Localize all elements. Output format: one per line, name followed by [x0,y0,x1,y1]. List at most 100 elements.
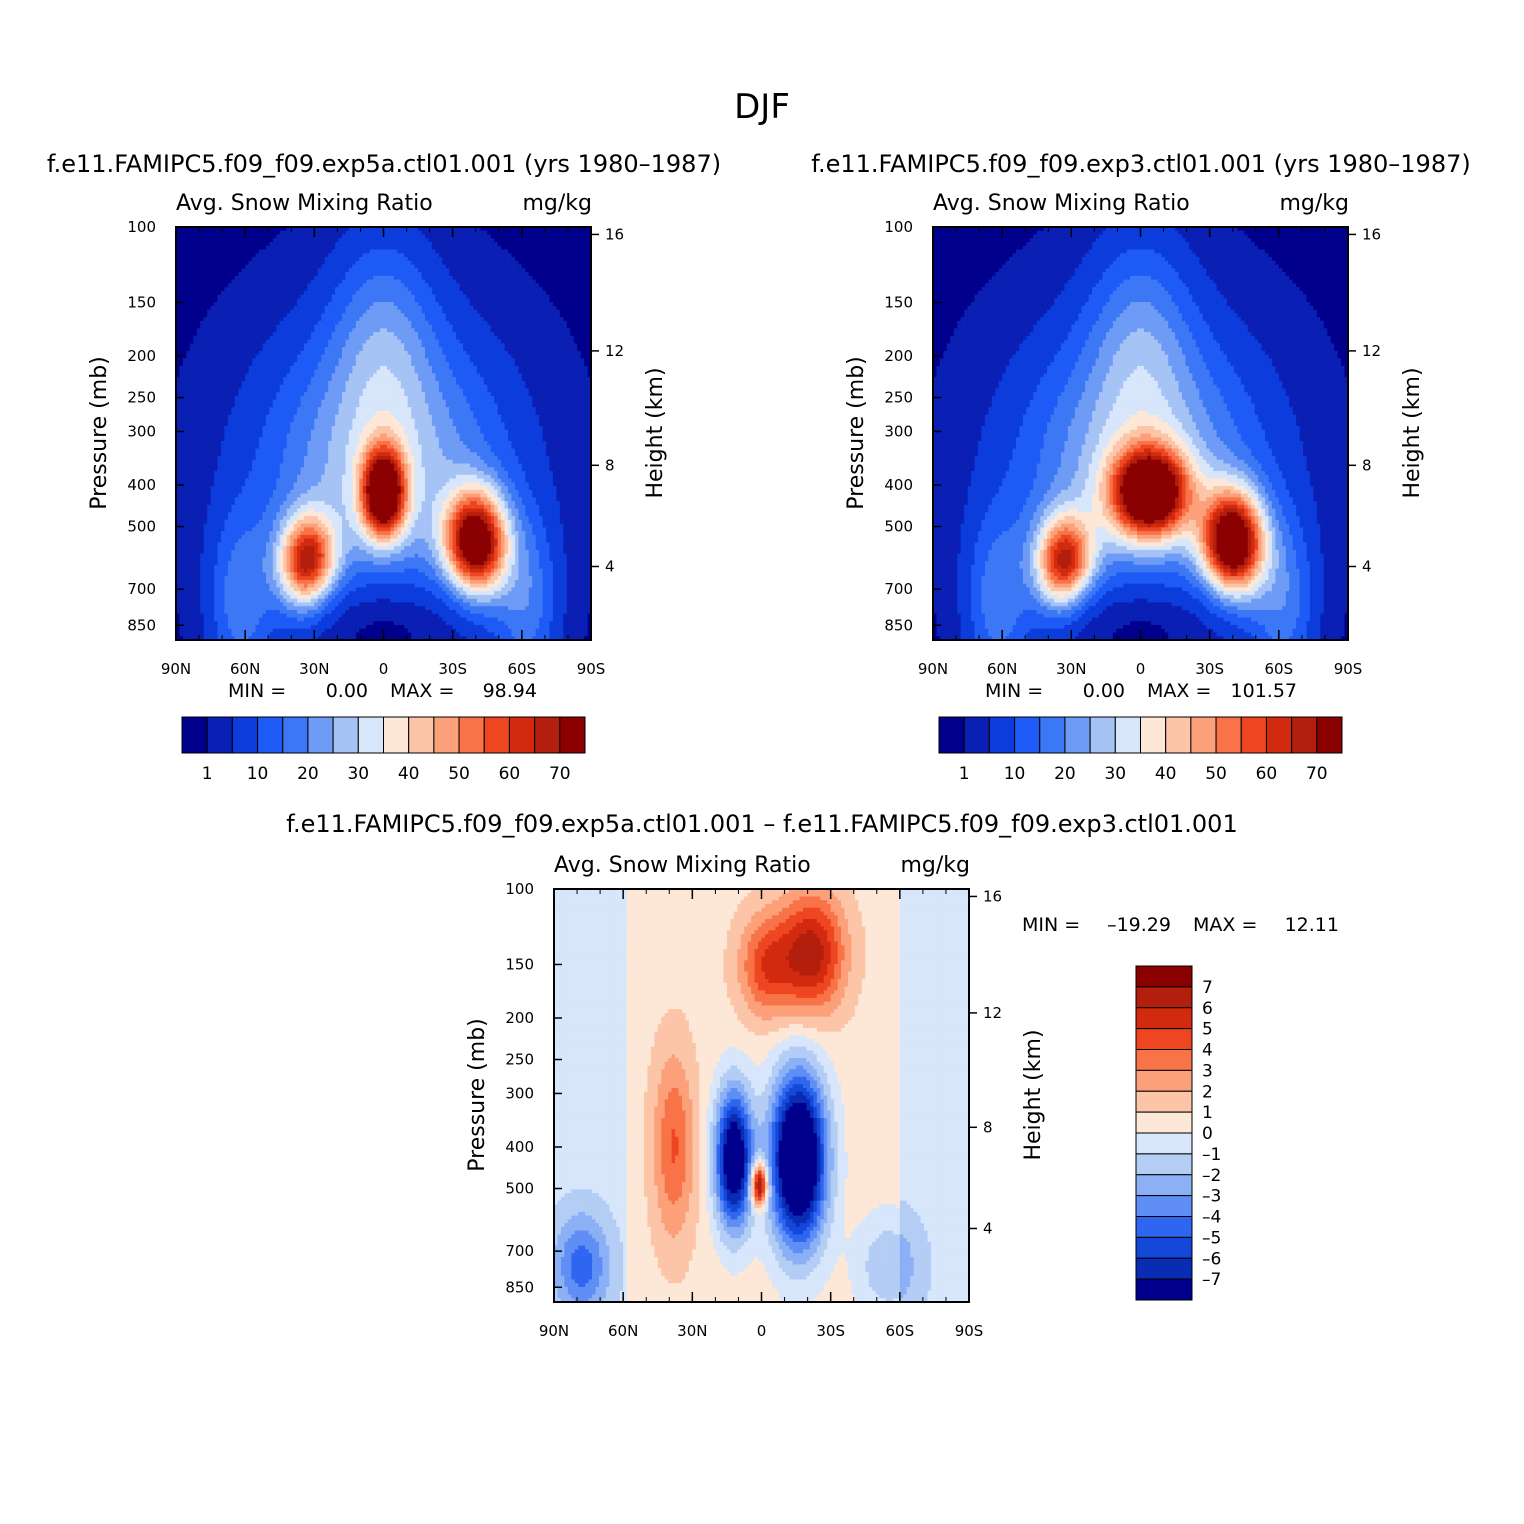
field-cell [494,310,498,314]
field-cell [491,253,495,257]
field-cell [221,362,225,366]
field-cell [460,370,464,374]
field-cell [335,302,339,306]
field-cell [442,231,446,235]
field-cell [511,261,515,265]
field-cell [390,347,394,351]
field-cell [543,373,547,377]
field-cell [411,261,415,265]
field-cell [422,302,426,306]
field-cell [380,373,384,377]
field-cell [574,355,578,359]
field-cell [283,272,287,276]
field-cell [231,340,235,344]
field-cell [546,280,550,284]
field-cell [262,362,266,366]
field-cell [193,336,197,340]
field-cell [532,268,536,272]
field-cell [245,238,249,242]
field-cell [384,366,388,370]
field-cell [224,250,228,254]
field-cell [214,332,218,336]
field-cell [345,283,349,287]
field-cell [259,280,263,284]
field-cell [494,257,498,261]
field-cell [470,306,474,310]
field-cell [318,291,322,295]
field-cell [297,358,301,362]
field-cell [287,257,291,261]
field-cell [252,340,256,344]
field-cell [567,362,571,366]
field-cell [231,250,235,254]
field-cell [470,280,474,284]
field-cell [190,355,194,359]
field-cell [425,313,429,317]
field-cell [577,313,581,317]
field-cell [487,231,491,235]
field-cell [515,351,519,355]
field-cell [245,351,249,355]
field-cell [283,325,287,329]
field-cell [418,381,422,385]
field-cell [484,351,488,355]
field-cell [511,235,515,239]
field-cell [266,355,270,359]
field-cell [418,268,422,272]
field-cell [404,381,408,385]
field-cell [273,235,277,239]
field-cell [511,366,515,370]
field-cell [342,317,346,321]
field-cell [387,351,391,355]
field-cell [577,370,581,374]
field-cell [484,328,488,332]
field-cell [179,261,183,265]
field-cell [425,310,429,314]
field-cell [577,362,581,366]
field-cell [446,272,450,276]
field-cell [259,257,263,261]
field-cell [546,366,550,370]
field-cell [536,253,540,257]
field-cell [411,336,415,340]
field-cell [339,238,343,242]
field-cell [235,358,239,362]
field-cell [231,287,235,291]
field-cell [522,347,526,351]
field-cell [366,231,370,235]
field-cell [511,343,515,347]
field-cell [442,325,446,329]
field-cell [439,340,443,344]
field-cell [363,268,367,272]
field-cell [563,238,567,242]
field-cell [307,295,311,299]
field-cell [224,362,228,366]
field-cell [200,298,204,302]
field-cell [297,347,301,351]
field-cell [567,355,571,359]
field-cell [418,313,422,317]
field-cell [380,261,384,265]
field-cell [345,358,349,362]
field-cell [345,261,349,265]
field-cell [384,250,388,254]
field-cell [442,370,446,374]
field-cell [190,231,194,235]
field-cell [543,261,547,265]
field-cell [335,370,339,374]
field-cell [439,377,443,381]
field-cell [397,257,401,261]
field-cell [428,370,432,374]
field-cell [522,370,526,374]
field-cell [522,276,526,280]
field-cell [370,313,374,317]
field-cell [553,253,557,257]
field-cell [556,325,560,329]
field-cell [349,283,353,287]
field-cell [387,332,391,336]
field-cell [356,362,360,366]
panel-a: f.e11.FAMIPC5.f09_f09.exp5a.ctl01.001 (y… [47,150,721,784]
field-cell [546,351,550,355]
field-cell [304,370,308,374]
field-cell [349,310,353,314]
